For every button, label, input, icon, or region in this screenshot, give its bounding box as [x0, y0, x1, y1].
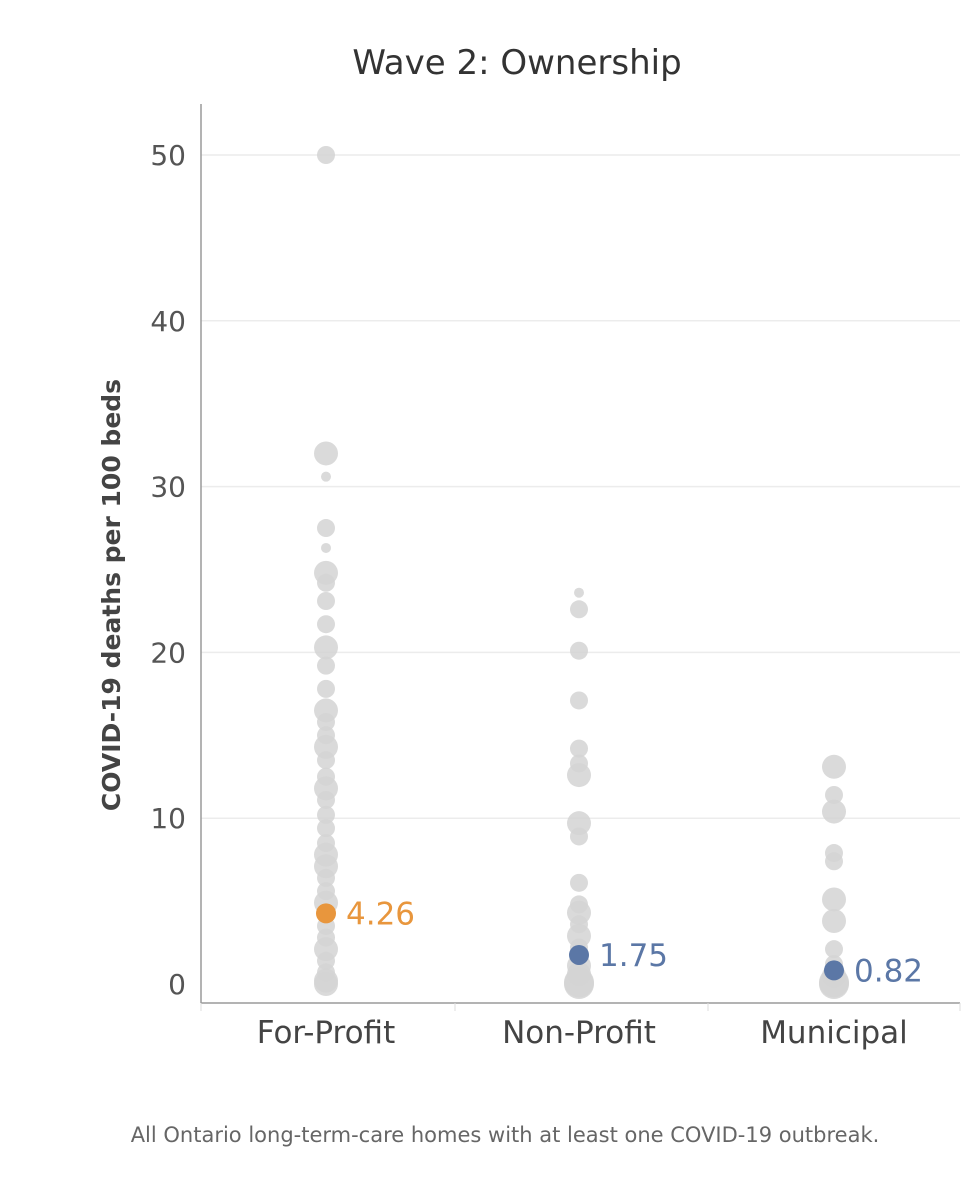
footnote: All Ontario long-term-care homes with at… — [131, 1123, 880, 1147]
municipal-median-point — [824, 960, 844, 981]
for-profit-point-11 — [317, 679, 335, 698]
municipal-point-5 — [822, 887, 846, 912]
non-profit-point-4 — [570, 739, 588, 758]
for-profit-point-4 — [321, 542, 331, 553]
for-profit-point-3 — [317, 519, 335, 538]
for-profit-point-0 — [317, 146, 335, 164]
non-profit-point-1 — [570, 600, 588, 619]
for-profit-point-15 — [314, 734, 338, 759]
municipal-point-7 — [825, 940, 843, 959]
for-profit-point-20 — [317, 805, 335, 824]
for-profit-point-13 — [317, 713, 335, 732]
x-tick-label-for-profit: For-Profit — [257, 1015, 396, 1051]
for-profit-point-6 — [317, 573, 335, 592]
municipal-point-1 — [825, 785, 843, 804]
municipal-point-6 — [822, 908, 846, 933]
for-profit-point-1 — [314, 441, 338, 466]
non-profit-point-18 — [564, 969, 594, 999]
municipal-point-4 — [825, 852, 843, 871]
non-profit-point-7 — [567, 811, 591, 836]
for-profit-point-19 — [317, 790, 335, 809]
non-profit-median-label: 1.75 — [599, 938, 668, 974]
x-tick-labels: For-Profit Non-Profit Municipal — [257, 1015, 908, 1051]
chart-title: Wave 2: Ownership — [352, 43, 681, 83]
for-profit-point-8 — [317, 615, 335, 634]
gridlines — [201, 154, 960, 819]
for-profit-median-point — [316, 903, 336, 924]
for-profit-point-9 — [314, 635, 338, 660]
y-axis-label: COVID-19 deaths per 100 beds — [97, 379, 126, 811]
y-tick-label-30: 30 — [150, 471, 186, 504]
non-profit-median-point — [569, 944, 589, 965]
municipal-point-2 — [822, 799, 846, 824]
non-profit-point-3 — [570, 691, 588, 710]
for-profit-point-34 — [314, 972, 338, 996]
for-profit-median-label: 4.26 — [346, 896, 415, 932]
non-profit-point-0 — [574, 587, 584, 598]
x-tick-label-municipal: Municipal — [760, 1015, 908, 1051]
data-points — [314, 146, 849, 999]
for-profit-point-16 — [317, 751, 335, 770]
for-profit-point-10 — [317, 656, 335, 675]
non-profit-point-6 — [567, 763, 591, 788]
y-tick-labels: 0 10 20 30 40 50 — [150, 139, 186, 1001]
for-profit-point-21 — [317, 819, 335, 838]
y-tick-label-10: 10 — [150, 802, 186, 835]
x-tick-label-non-profit: Non-Profit — [502, 1015, 656, 1051]
y-tick-label-40: 40 — [150, 305, 186, 338]
axes — [200, 104, 961, 1011]
municipal-median-label: 0.82 — [854, 953, 923, 989]
non-profit-point-9 — [570, 873, 588, 892]
y-tick-label-50: 50 — [150, 139, 186, 172]
median-markers: 4.26 1.75 0.82 — [316, 896, 923, 989]
non-profit-point-2 — [570, 641, 588, 660]
for-profit-point-25 — [317, 868, 335, 887]
non-profit-point-8 — [570, 827, 588, 846]
for-profit-point-2 — [321, 471, 331, 482]
y-tick-label-0: 0 — [168, 968, 186, 1001]
y-tick-label-20: 20 — [150, 636, 186, 669]
for-profit-point-7 — [317, 592, 335, 611]
municipal-point-0 — [822, 754, 846, 779]
